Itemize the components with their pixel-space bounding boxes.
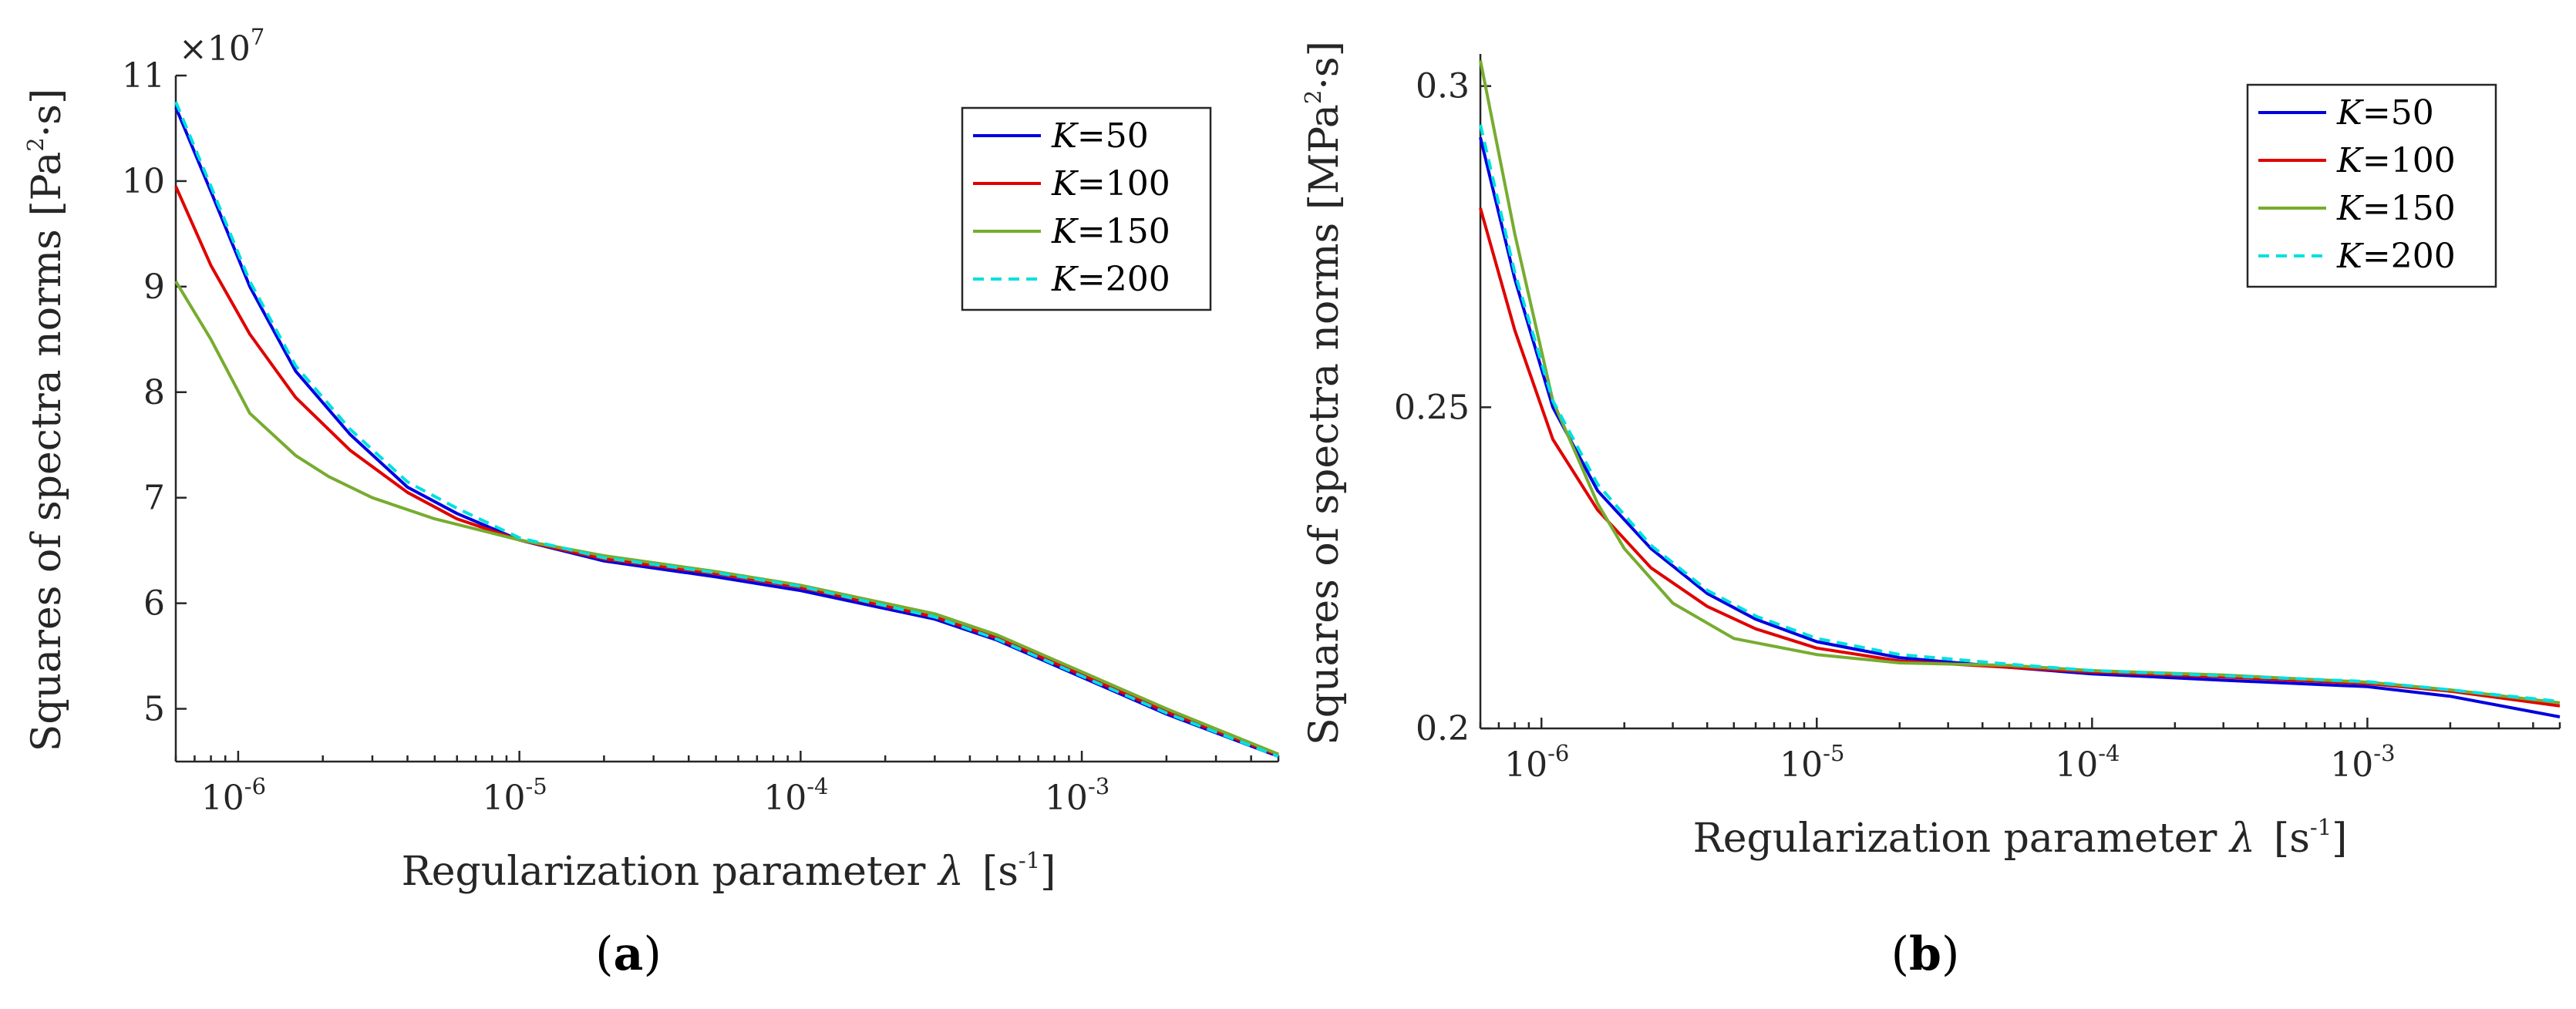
x-tick-label: 10-4: [2055, 740, 2120, 785]
x-tick-label: 10-5: [1780, 740, 1844, 785]
y-tick-label: 0.3: [1416, 67, 1470, 106]
y-tick-label: 11: [122, 56, 165, 96]
x-axis-label: Regularization parameter λ [s-1]: [402, 847, 1056, 895]
y-tick-label: 10: [122, 162, 165, 201]
legend-entry-label: K=50: [1051, 116, 1149, 156]
chart-panel-b: 0.2 0.25 0.3 10-6 10-5 10-4 10-3 K=50 K=100 K=150…: [1300, 41, 2561, 981]
y-tick-label: 6: [143, 584, 165, 624]
y-tick-label: 5: [143, 690, 165, 729]
legend-box: [2246, 83, 2497, 288]
x-axis-label: Regularization parameter λ [s-1]: [1693, 814, 2348, 862]
legend: K=50 K=100 K=150 K=200: [2246, 83, 2497, 288]
legend-entry-label: K=200: [1051, 260, 1170, 299]
legend: K=50 K=100 K=150 K=200: [961, 106, 1212, 311]
series-line-k100: [174, 185, 1279, 757]
panel-label: (b): [1891, 927, 1960, 981]
legend-entry-label: K=150: [2336, 189, 2456, 228]
x-tick-label: 10-3: [1045, 773, 1110, 818]
y-tick-label: 7: [143, 479, 165, 518]
legend-box: [961, 106, 1212, 311]
legend-entry-label: K=100: [2336, 141, 2456, 180]
y-tick-label: 0.2: [1416, 709, 1470, 748]
legend-entry-label: K=50: [2336, 93, 2434, 133]
y-axis-label: Squares of spectra norms [Pa2·s]: [22, 89, 70, 752]
x-tick-label: 10-4: [763, 773, 828, 818]
x-tick-label: 10-6: [1504, 740, 1569, 785]
panel-label: (a): [595, 927, 662, 981]
y-tick-label: 9: [143, 267, 165, 307]
legend-entry-label: K=200: [2336, 237, 2456, 276]
y-multiplier-label: ×107: [179, 24, 264, 69]
x-tick-label: 10-3: [2330, 740, 2395, 785]
x-tick-label: 10-6: [201, 773, 266, 818]
series-line-k150: [174, 280, 1279, 756]
y-axis-label: Squares of spectra norms [MPa2·s]: [1300, 41, 1348, 745]
legend-entry-label: K=150: [1051, 212, 1170, 251]
legend-entry-label: K=100: [1051, 164, 1170, 203]
x-tick-label: 10-5: [483, 773, 547, 818]
y-tick-label: 0.25: [1394, 388, 1470, 427]
series-line-k200: [1479, 124, 2561, 703]
y-tick-label: 8: [143, 373, 165, 412]
